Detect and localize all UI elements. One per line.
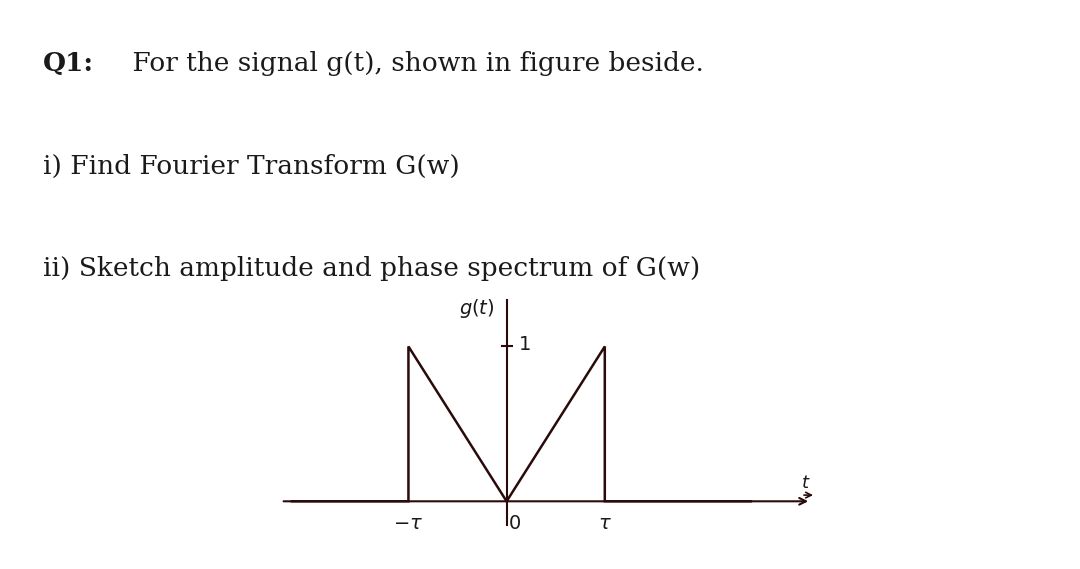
Text: $t$: $t$ [801, 474, 811, 492]
Text: Q1:: Q1: [43, 51, 94, 76]
Text: $1$: $1$ [518, 336, 531, 354]
Text: $-\tau$: $-\tau$ [393, 516, 423, 533]
Text: ii) Sketch amplitude and phase spectrum of G(w): ii) Sketch amplitude and phase spectrum … [43, 256, 701, 281]
Text: $\tau$: $\tau$ [598, 516, 611, 533]
Text: $0$: $0$ [508, 516, 521, 533]
Text: i) Find Fourier Transform G(w): i) Find Fourier Transform G(w) [43, 154, 460, 179]
Text: For the signal g(t), shown in figure beside.: For the signal g(t), shown in figure bes… [124, 51, 704, 76]
Text: $g(t)$: $g(t)$ [459, 297, 495, 320]
